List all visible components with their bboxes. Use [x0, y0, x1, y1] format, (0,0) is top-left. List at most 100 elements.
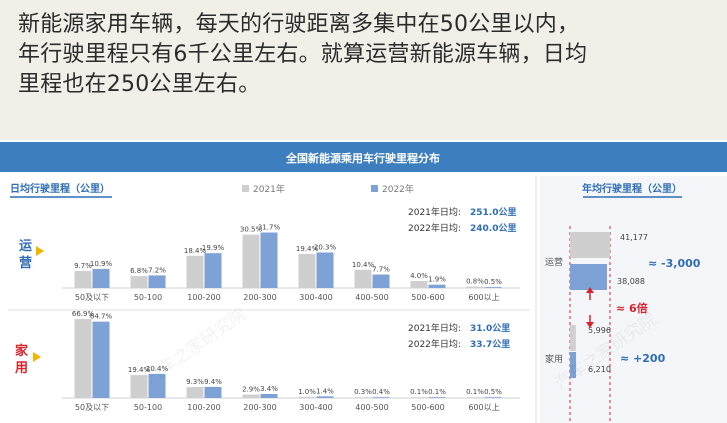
bar-1-2-1	[204, 386, 222, 398]
panel-ops-arrow-icon	[36, 246, 44, 256]
legend-swatch-2022	[371, 185, 378, 192]
bar-0-6-0	[410, 281, 428, 288]
bar-label-0-1-0: 6.8%	[130, 267, 148, 275]
bar-label-0-5-0: 10.4%	[352, 261, 375, 269]
bar-label-0-0-0: 9.7%	[74, 262, 92, 270]
bar-0-1-0	[130, 276, 148, 288]
bar-0-1-1	[148, 275, 166, 288]
category-label-1-2: 100-200	[187, 403, 220, 412]
bar-0-3-0	[242, 234, 260, 288]
bar-label-0-4-1: 20.3%	[314, 243, 337, 251]
category-label-0-7: 600以上	[468, 293, 499, 302]
bar-1-5-1	[372, 397, 390, 398]
bar-0-3-1	[260, 232, 278, 288]
annual-bar-1-0	[570, 325, 576, 351]
daily-chart-title: 日均行驶里程（公里）	[10, 182, 110, 195]
bar-0-7-0	[466, 286, 484, 288]
bar-1-4-1	[316, 396, 334, 398]
category-label-1-0: 50及以下	[75, 403, 109, 412]
annual-row-label-ops: 运营	[545, 256, 563, 268]
category-label-1-3: 200-300	[243, 403, 276, 412]
category-label-0-6: 500-600	[411, 293, 444, 302]
legend-label-2022: 2022年	[382, 183, 414, 195]
bar-1-6-0	[410, 397, 428, 398]
bar-label-1-2-0: 9.3%	[186, 378, 204, 386]
category-label-0-0: 50及以下	[75, 293, 109, 302]
annual-row-label-home: 家用	[545, 353, 563, 365]
panel-home-arrow-icon	[33, 352, 41, 362]
bar-1-3-0	[242, 394, 260, 398]
caption-line-3: 里程也在250公里左右。	[18, 72, 261, 97]
bar-0-5-1	[372, 274, 390, 288]
annual-value-1-0: 5,996	[588, 326, 611, 335]
avg-ops-2022-value: 240.0公里	[470, 223, 516, 234]
bar-label-1-3-0: 2.9%	[242, 386, 260, 394]
legend-swatch-2021	[242, 185, 249, 192]
bar-label-1-6-1: 0.1%	[428, 388, 446, 396]
avg-home-2021-value: 31.0公里	[470, 323, 510, 334]
bar-0-7-1	[484, 287, 502, 288]
bar-1-1-0	[130, 375, 148, 398]
bar-label-1-6-0: 0.1%	[410, 388, 428, 396]
bar-label-1-4-1: 1.4%	[316, 387, 334, 395]
bar-0-5-0	[354, 269, 372, 288]
category-label-1-7: 600以上	[468, 403, 499, 412]
avg-ops-2021-value: 251.0公里	[470, 207, 516, 218]
category-label-1-5: 400-500	[355, 403, 388, 412]
infographic-canvas: 全国新能源乘用车行驶里程分布 日均行驶里程（公里） 2021年 2022年 20…	[0, 142, 727, 423]
bar-0-2-0	[186, 255, 204, 288]
avg-ops-2021-label: 2021年日均:	[408, 206, 461, 218]
category-label-1-1: 50-100	[134, 403, 162, 412]
bar-1-7-1	[484, 397, 502, 398]
bar-1-0-0	[74, 319, 92, 398]
panel-label-ops: 运 营	[19, 239, 32, 271]
bar-label-1-5-1: 0.4%	[372, 388, 390, 396]
bar-label-0-1-1: 7.2%	[148, 266, 166, 274]
bar-0-6-1	[428, 284, 446, 288]
annual-value-0-0: 41,177	[620, 233, 648, 242]
bar-label-1-7-1: 0.5%	[484, 388, 502, 396]
caption-line-1: 新能源家用车辆，每天的行驶距离多集中在50公里以内，	[18, 12, 580, 37]
panel-home-char-2: 用	[14, 361, 28, 376]
bar-1-3-1	[260, 393, 278, 398]
bar-0-4-1	[316, 252, 334, 288]
bar-0-0-0	[74, 271, 92, 288]
ratio-label: ≈ 6倍	[616, 301, 648, 315]
annual-value-1-1: 6,210	[588, 365, 611, 374]
caption-line-2: 年行驶里程只有6千公里左右。就算运营新能源车辆，日均	[18, 42, 588, 67]
category-label-1-4: 300-400	[299, 403, 332, 412]
bar-label-0-2-0: 18.4%	[184, 247, 207, 255]
bar-label-0-7-0: 0.8%	[466, 278, 484, 286]
bar-1-2-0	[186, 387, 204, 398]
bar-label-0-3-1: 31.7%	[258, 224, 281, 232]
panel-label-home: 家 用	[14, 343, 29, 376]
category-label-0-5: 400-500	[355, 293, 388, 302]
bar-label-0-3-0: 30.5%	[240, 226, 263, 234]
annual-bar-0-0	[570, 232, 610, 258]
annual-value-0-1: 38,088	[617, 277, 645, 286]
avg-home-2022-label: 2022年日均:	[408, 338, 461, 350]
bar-0-2-1	[204, 253, 222, 288]
panel-ops-char-2: 营	[19, 255, 32, 271]
category-label-1-6: 500-600	[411, 403, 444, 412]
category-label-0-3: 200-300	[243, 293, 276, 302]
bar-1-6-1	[428, 397, 446, 398]
banner-title: 全国新能源乘用车行驶里程分布	[285, 151, 440, 165]
panel-ops-char-1: 运	[19, 239, 32, 254]
bar-label-0-4-0: 19.4%	[296, 245, 319, 253]
bar-label-0-5-1: 7.7%	[372, 266, 390, 274]
annual-bars: 41,177 38,088 5,996 6,210	[570, 232, 648, 378]
bar-1-1-1	[148, 373, 166, 398]
avg-ops-2022-label: 2022年日均:	[408, 222, 461, 234]
bar-label-1-2-1: 9.4%	[204, 378, 222, 386]
bar-label-0-2-1: 19.9%	[202, 244, 225, 252]
annual-change-home: ≈ +200	[620, 352, 666, 365]
annual-bar-0-1	[570, 264, 607, 290]
banner-bar	[0, 142, 727, 172]
category-label-0-2: 100-200	[187, 293, 220, 302]
avg-home-2022-value: 33.7公里	[470, 339, 510, 350]
bar-label-1-1-1: 20.4%	[146, 365, 169, 373]
bar-label-1-4-0: 1.0%	[298, 388, 316, 396]
bar-label-1-7-0: 0.1%	[466, 388, 484, 396]
mileage-infographic: 全国新能源乘用车行驶里程分布 日均行驶里程（公里） 2021年 2022年 20…	[0, 140, 727, 423]
